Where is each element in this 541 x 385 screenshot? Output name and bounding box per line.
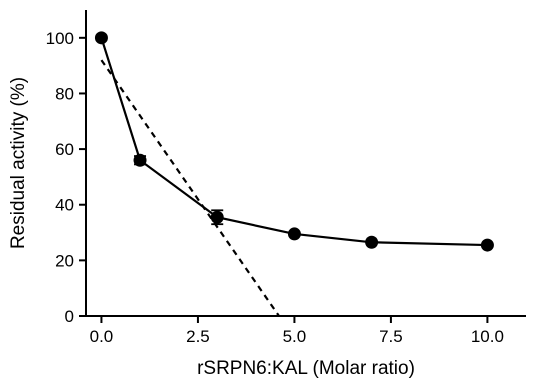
x-tick-label: 5.0 (283, 327, 307, 346)
y-axis-label: Residual activity (%) (8, 77, 29, 249)
axes (85, 10, 526, 317)
data-point (365, 235, 379, 249)
data-point (480, 238, 494, 252)
data-point (210, 210, 224, 224)
series-layer (94, 31, 494, 317)
y-tick-label: 20 (55, 251, 74, 270)
y-tick-label: 60 (55, 140, 74, 159)
y-tick-label: 80 (55, 84, 74, 103)
y-ticks: 0 20 40 60 80 100 (46, 29, 86, 326)
x-tick-label: 7.5 (379, 327, 403, 346)
y-tick-label: 0 (65, 307, 74, 326)
data-point (287, 227, 301, 241)
y-tick-label: 100 (46, 29, 74, 48)
x-ticks: 0.0 2.5 5.0 7.5 10.0 (90, 316, 504, 346)
data-point (94, 31, 108, 45)
x-tick-label: 2.5 (186, 327, 210, 346)
x-tick-label: 10.0 (471, 327, 504, 346)
x-tick-label: 0.0 (90, 327, 114, 346)
data-point (133, 153, 147, 167)
x-axis-label: rSRPN6:KAL (Molar ratio) (197, 358, 415, 379)
y-tick-label: 40 (55, 196, 74, 215)
dashed-fit-line (100, 59, 280, 317)
data-line (100, 37, 488, 247)
